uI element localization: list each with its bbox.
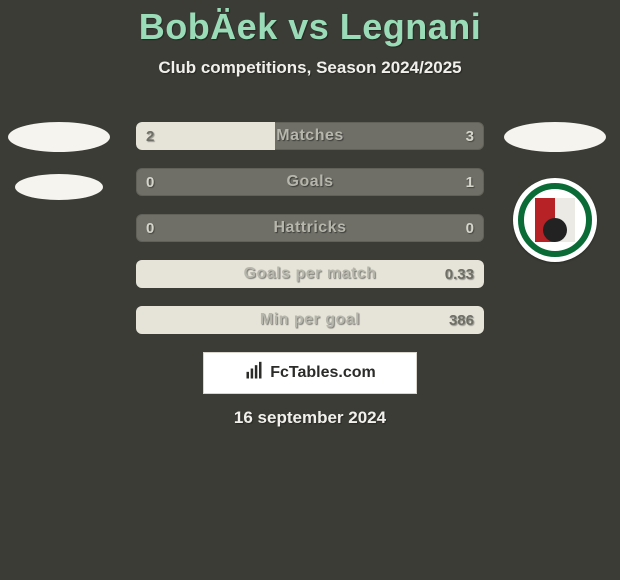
club-logo-icon [513, 178, 597, 262]
stat-value-right: 3 [466, 122, 474, 150]
comparison-widget: BobÄek vs Legnani Club competitions, Sea… [0, 0, 620, 580]
stat-bar: Matches23 [136, 122, 484, 150]
bar-fill-right [136, 306, 484, 334]
stat-bar: Goals0 1 [136, 168, 484, 196]
placeholder-ellipse-icon [8, 122, 110, 152]
page-title: BobÄek vs Legnani [0, 0, 620, 48]
stat-value-left: 0 [146, 168, 154, 196]
stat-bars: Matches23Goals01Hattricks00Goals per mat… [136, 122, 484, 334]
bar-chart-icon [244, 361, 264, 386]
stat-bar: Min per goal386 [136, 306, 484, 334]
stat-label: Hattricks [136, 214, 484, 242]
stat-value-left: 0 [146, 214, 154, 242]
stat-value-right: 0 [466, 214, 474, 242]
bar-fill-left [136, 122, 275, 150]
placeholder-ellipse-icon [15, 174, 103, 200]
bar-fill-right [136, 260, 484, 288]
brand-text: FcTables.com [270, 364, 376, 382]
stat-bar: Hattricks0 0 [136, 214, 484, 242]
stat-value-right: 1 [466, 168, 474, 196]
stat-label: Goals [136, 168, 484, 196]
placeholder-ellipse-icon [504, 122, 606, 152]
right-player-badge [504, 122, 606, 262]
brand-link[interactable]: FcTables.com [203, 352, 417, 394]
competition-subtitle: Club competitions, Season 2024/2025 [0, 58, 620, 78]
left-player-badge [8, 122, 110, 200]
stat-bar: Goals per match0.33 [136, 260, 484, 288]
date-label: 16 september 2024 [0, 408, 620, 428]
